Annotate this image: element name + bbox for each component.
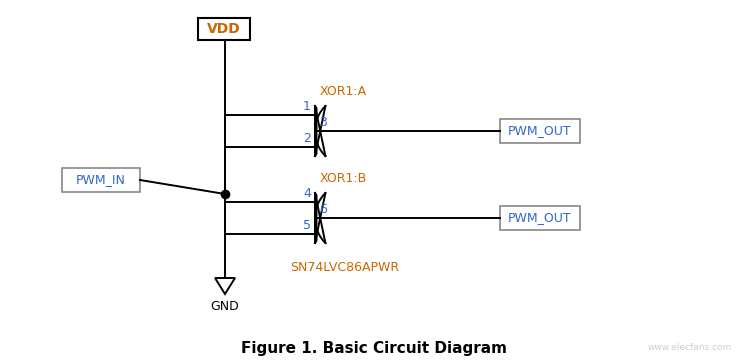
Polygon shape: [215, 278, 235, 294]
FancyBboxPatch shape: [198, 18, 250, 40]
Text: 6: 6: [319, 203, 327, 216]
FancyBboxPatch shape: [500, 119, 580, 143]
Text: 5: 5: [303, 219, 311, 232]
Text: 3: 3: [319, 116, 327, 129]
FancyBboxPatch shape: [500, 206, 580, 230]
Text: SN74LVC86APWR: SN74LVC86APWR: [291, 261, 399, 274]
Text: 4: 4: [303, 187, 311, 200]
Text: PWM_OUT: PWM_OUT: [508, 211, 571, 225]
Text: www.elecfans.com: www.elecfans.com: [648, 344, 732, 352]
FancyBboxPatch shape: [62, 168, 140, 192]
Text: Figure 1. Basic Circuit Diagram: Figure 1. Basic Circuit Diagram: [241, 340, 507, 356]
Text: XOR1:B: XOR1:B: [320, 172, 367, 185]
Text: XOR1:A: XOR1:A: [320, 85, 367, 98]
Text: 1: 1: [303, 100, 311, 113]
Text: 2: 2: [303, 132, 311, 145]
Text: PWM_OUT: PWM_OUT: [508, 124, 571, 138]
Text: GND: GND: [210, 300, 240, 313]
Text: PWM_IN: PWM_IN: [76, 174, 126, 186]
Text: VDD: VDD: [207, 22, 241, 36]
